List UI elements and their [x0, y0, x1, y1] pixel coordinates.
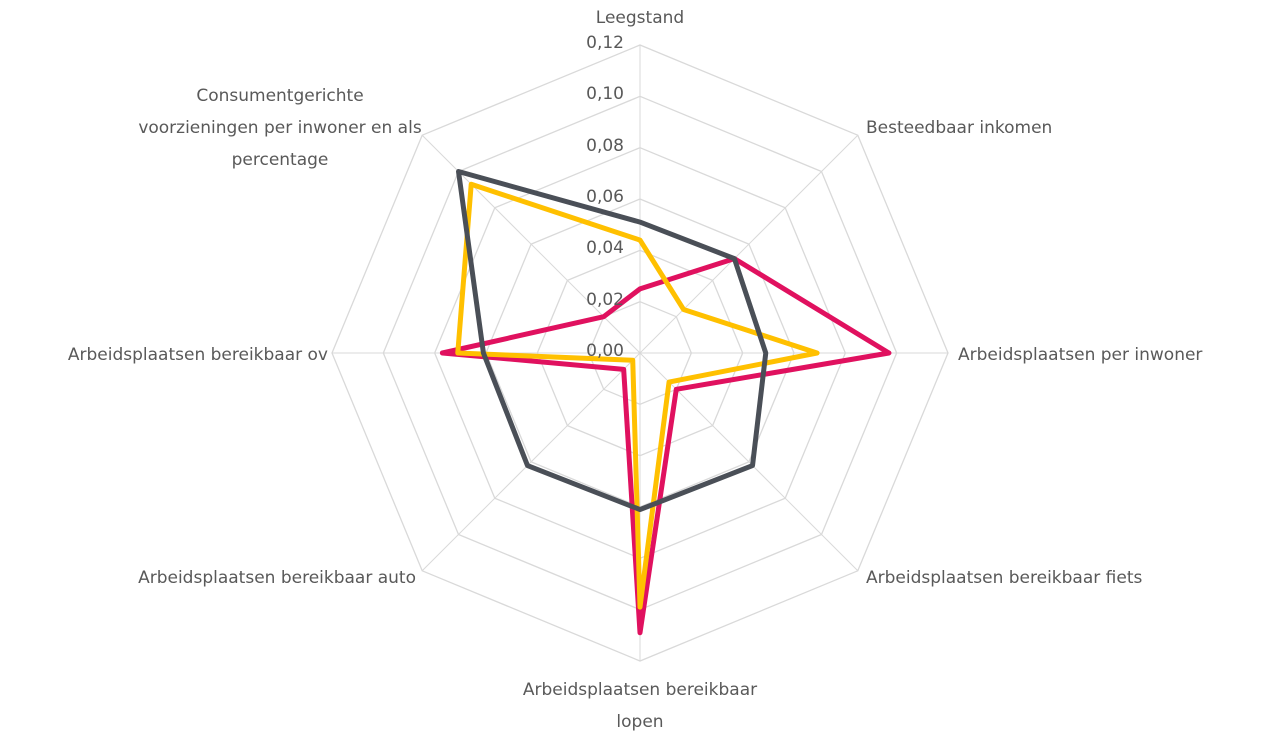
grid-ring [331, 44, 949, 662]
category-label: Arbeidsplaatsen bereikbaar fiets [866, 568, 1143, 588]
tick-label: 0,12 [586, 33, 624, 53]
category-label: Arbeidsplaatsen bereikbaar lopen [522, 680, 758, 731]
category-label: Leegstand [595, 8, 685, 28]
series-line [456, 169, 769, 513]
category-label: Arbeidsplaatsen bereikbaar auto [138, 568, 416, 588]
category-label: Besteedbaar inkomen [866, 118, 1053, 138]
tick-label: 0,04 [586, 238, 624, 259]
category-label: Arbeidsplaatsen per inwoner [958, 345, 1203, 365]
tick-label: 0,02 [586, 289, 624, 310]
series-line [439, 256, 892, 636]
category-label: Arbeidsplaatsen bereikbaar ov [67, 345, 328, 365]
tick-label: 0,00 [586, 341, 624, 361]
grid-ring [536, 249, 744, 457]
tick-label: 0,08 [586, 135, 624, 156]
grid-ring [587, 300, 693, 406]
tick-label: 0,10 [586, 84, 624, 105]
category-label: Consumentgerichte voorzieningen per inwo… [138, 86, 422, 170]
tick-label: 0,06 [586, 187, 624, 207]
